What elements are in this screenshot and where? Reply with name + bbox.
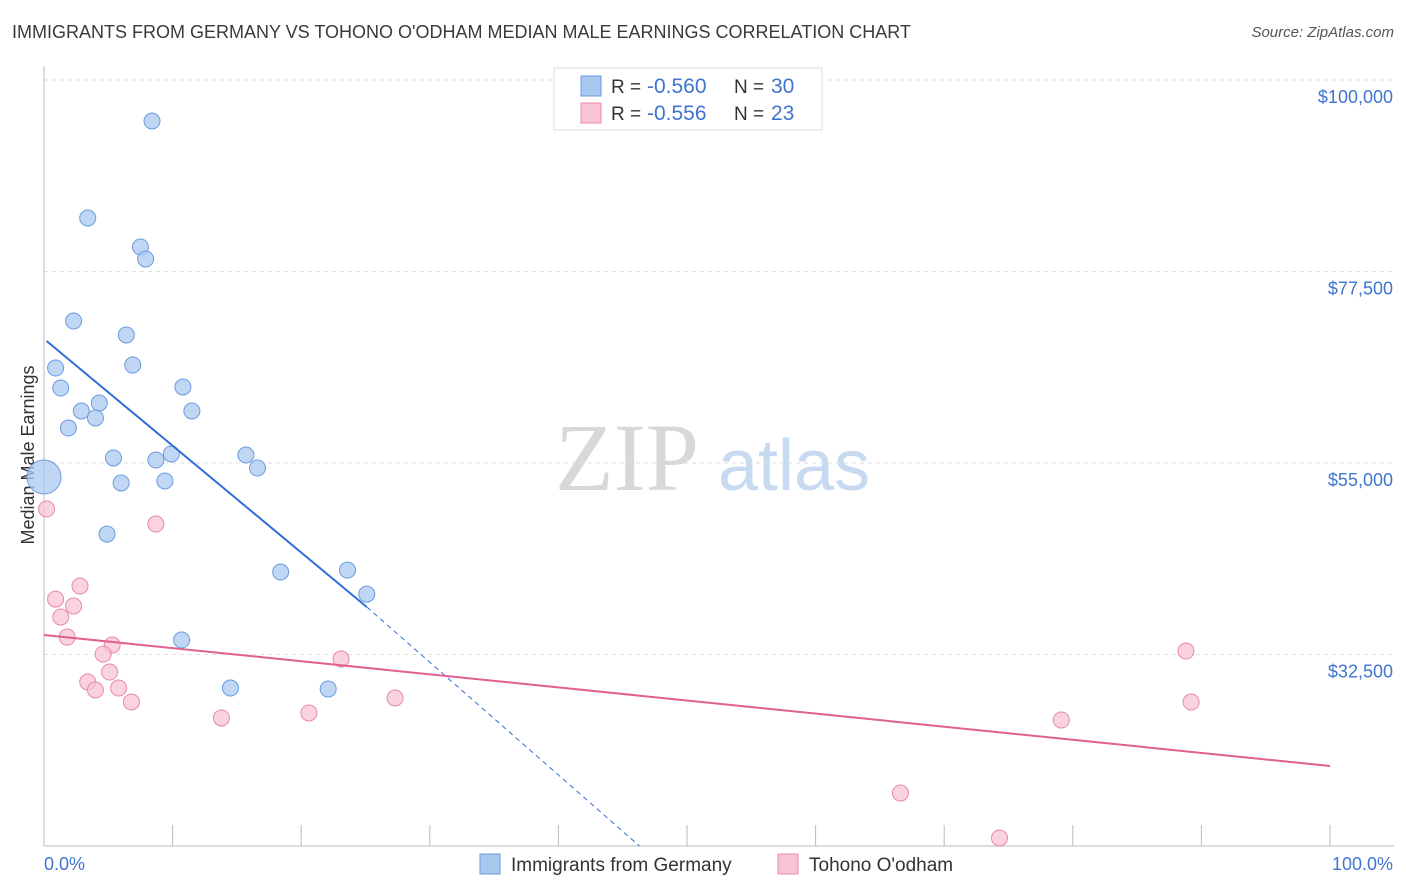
data-point-germany — [98, 525, 116, 543]
data-point-germany — [137, 250, 155, 268]
n-value: 30 — [771, 75, 794, 98]
y-tick-label: $100,000 — [1318, 87, 1393, 107]
data-point-germany — [358, 585, 376, 603]
legend-swatch — [777, 853, 799, 875]
data-point-germany — [26, 459, 62, 495]
data-point-germany — [183, 402, 201, 420]
data-point-germany — [173, 631, 191, 649]
data-point-germany — [52, 379, 70, 397]
legend-swatch — [479, 853, 501, 875]
data-point-tohono — [332, 650, 350, 668]
chart-title: IMMIGRANTS FROM GERMANY VS TOHONO O'ODHA… — [12, 22, 911, 42]
data-point-tohono — [110, 679, 128, 697]
data-point-tohono — [38, 500, 56, 518]
data-point-germany — [156, 472, 174, 490]
data-point-tohono — [65, 597, 83, 615]
data-point-tohono — [71, 577, 89, 595]
r-value: -0.556 — [647, 102, 707, 125]
y-tick-label: $55,000 — [1328, 470, 1393, 490]
data-point-germany — [174, 378, 192, 396]
data-point-germany — [147, 451, 165, 469]
watermark-zip: ZIP — [555, 404, 699, 511]
data-point-tohono — [891, 784, 909, 802]
data-point-tohono — [1052, 711, 1070, 729]
data-point-germany — [72, 402, 90, 420]
data-point-tohono — [990, 829, 1008, 847]
y-tick-label: $32,500 — [1328, 662, 1393, 682]
n-value: 23 — [771, 102, 794, 125]
data-point-germany — [86, 409, 104, 427]
trend-line-germany — [45, 340, 368, 608]
data-point-germany — [47, 359, 65, 377]
stats-swatch — [580, 102, 602, 124]
r-label: R = — [611, 104, 641, 125]
data-point-tohono — [94, 645, 112, 663]
data-point-germany — [338, 561, 356, 579]
watermark-atlas: atlas — [718, 426, 870, 506]
data-point-germany — [79, 209, 97, 227]
n-label: N = — [734, 104, 764, 125]
legend-label: Tohono O'odham — [809, 855, 953, 876]
data-point-germany — [90, 394, 108, 412]
data-point-germany — [112, 474, 130, 492]
x-tick-label: 0.0% — [44, 854, 85, 874]
trend-line-extension — [366, 606, 640, 847]
data-point-germany — [65, 312, 83, 330]
chart-source: Source: ZipAtlas.com — [1251, 24, 1394, 41]
data-point-germany — [124, 356, 142, 374]
data-point-germany — [59, 419, 77, 437]
data-point-tohono — [122, 693, 140, 711]
data-point-tohono — [1182, 693, 1200, 711]
data-point-germany — [143, 112, 161, 130]
data-point-tohono — [147, 515, 165, 533]
data-point-tohono — [47, 590, 65, 608]
data-point-tohono — [300, 704, 318, 722]
data-point-germany — [248, 459, 266, 477]
data-point-germany — [272, 563, 290, 581]
data-point-tohono — [1177, 642, 1195, 660]
data-point-tohono — [386, 689, 404, 707]
data-point-germany — [319, 680, 337, 698]
data-point-germany — [221, 679, 239, 697]
data-point-tohono — [86, 681, 104, 699]
trend-line-tohono — [43, 634, 1331, 767]
data-point-tohono — [212, 709, 230, 727]
data-point-germany — [117, 326, 135, 344]
r-label: R = — [611, 77, 641, 98]
r-value: -0.560 — [647, 75, 707, 98]
data-point-germany — [162, 445, 180, 463]
data-point-germany — [104, 449, 122, 467]
n-label: N = — [734, 77, 764, 98]
data-point-tohono — [52, 608, 70, 626]
data-point-tohono — [101, 663, 119, 681]
x-tick-label: 100.0% — [1332, 854, 1393, 874]
legend-label: Immigrants from Germany — [511, 855, 732, 876]
y-axis-label: Median Male Earnings — [18, 365, 38, 544]
data-point-germany — [237, 446, 255, 464]
y-tick-label: $77,500 — [1328, 279, 1393, 299]
stats-swatch — [580, 75, 602, 97]
